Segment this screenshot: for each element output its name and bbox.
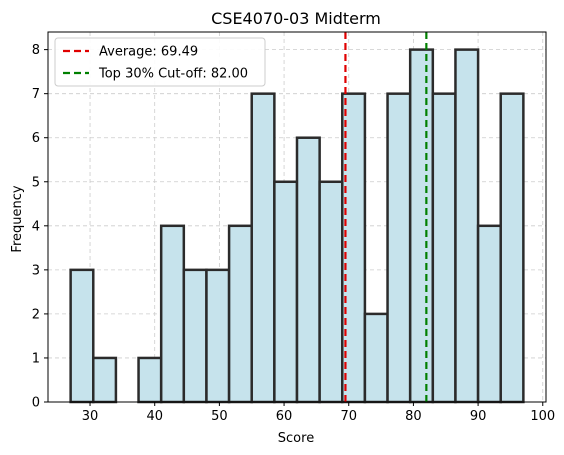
y-tick-label-0: 0 (32, 396, 40, 411)
x-tick-label-3: 60 (276, 409, 293, 424)
x-tick-label-6: 90 (470, 409, 487, 424)
chart-title: CSE4070-03 Midterm (211, 9, 381, 28)
histogram-bar-14 (386, 92, 412, 404)
histogram-bar-9 (273, 180, 299, 404)
legend: Average: 69.49 Top 30% Cut-off: 82.00 (54, 37, 266, 87)
x-tick-label-5: 80 (405, 409, 422, 424)
y-tick-label-3: 3 (32, 263, 40, 278)
axis-ticks: 30 40 50 60 70 80 90 100 0 1 2 3 4 5 6 7 8 (32, 43, 555, 424)
y-tick-label-4: 4 (32, 219, 40, 234)
y-tick-label-5: 5 (32, 175, 40, 190)
x-tick-label-0: 30 (82, 409, 99, 424)
histogram-bar-1 (92, 356, 118, 404)
histogram-bar-15 (408, 48, 435, 404)
x-tick-label-4: 70 (340, 409, 357, 424)
histogram-bar-7 (227, 224, 253, 404)
histogram-bar-6 (205, 268, 231, 404)
y-tick-label-1: 1 (32, 351, 40, 366)
x-tick-label-7: 100 (530, 409, 555, 424)
histogram-bar-3 (137, 356, 163, 404)
histogram-bar-16 (431, 92, 457, 404)
histogram-bar-4 (159, 224, 186, 404)
y-tick-label-6: 6 (32, 131, 40, 146)
legend-label-0: Average: 69.49 (99, 45, 198, 60)
y-axis-label: Frequency (10, 185, 25, 252)
x-tick-label-1: 40 (146, 409, 163, 424)
histogram-bar-11 (318, 180, 344, 404)
histogram-bar-8 (250, 92, 276, 404)
histogram-bar-13 (363, 312, 389, 404)
histogram-bar-19 (499, 92, 525, 404)
y-tick-label-8: 8 (32, 43, 40, 58)
legend-box (54, 37, 266, 87)
x-axis-label: Score (278, 431, 314, 446)
histogram-bar-18 (476, 224, 502, 404)
reference-lines (344, 32, 428, 402)
y-tick-label-7: 7 (32, 87, 40, 102)
legend-label-1: Top 30% Cut-off: 82.00 (98, 67, 248, 82)
bars (69, 48, 525, 404)
plot-frame (47, 31, 547, 403)
histogram-bar-17 (454, 48, 480, 404)
x-tick-label-2: 50 (211, 409, 228, 424)
y-tick-label-2: 2 (32, 307, 40, 322)
histogram-bar-10 (295, 136, 321, 404)
histogram-bar-5 (182, 268, 208, 404)
histogram-bar-0 (69, 268, 95, 404)
